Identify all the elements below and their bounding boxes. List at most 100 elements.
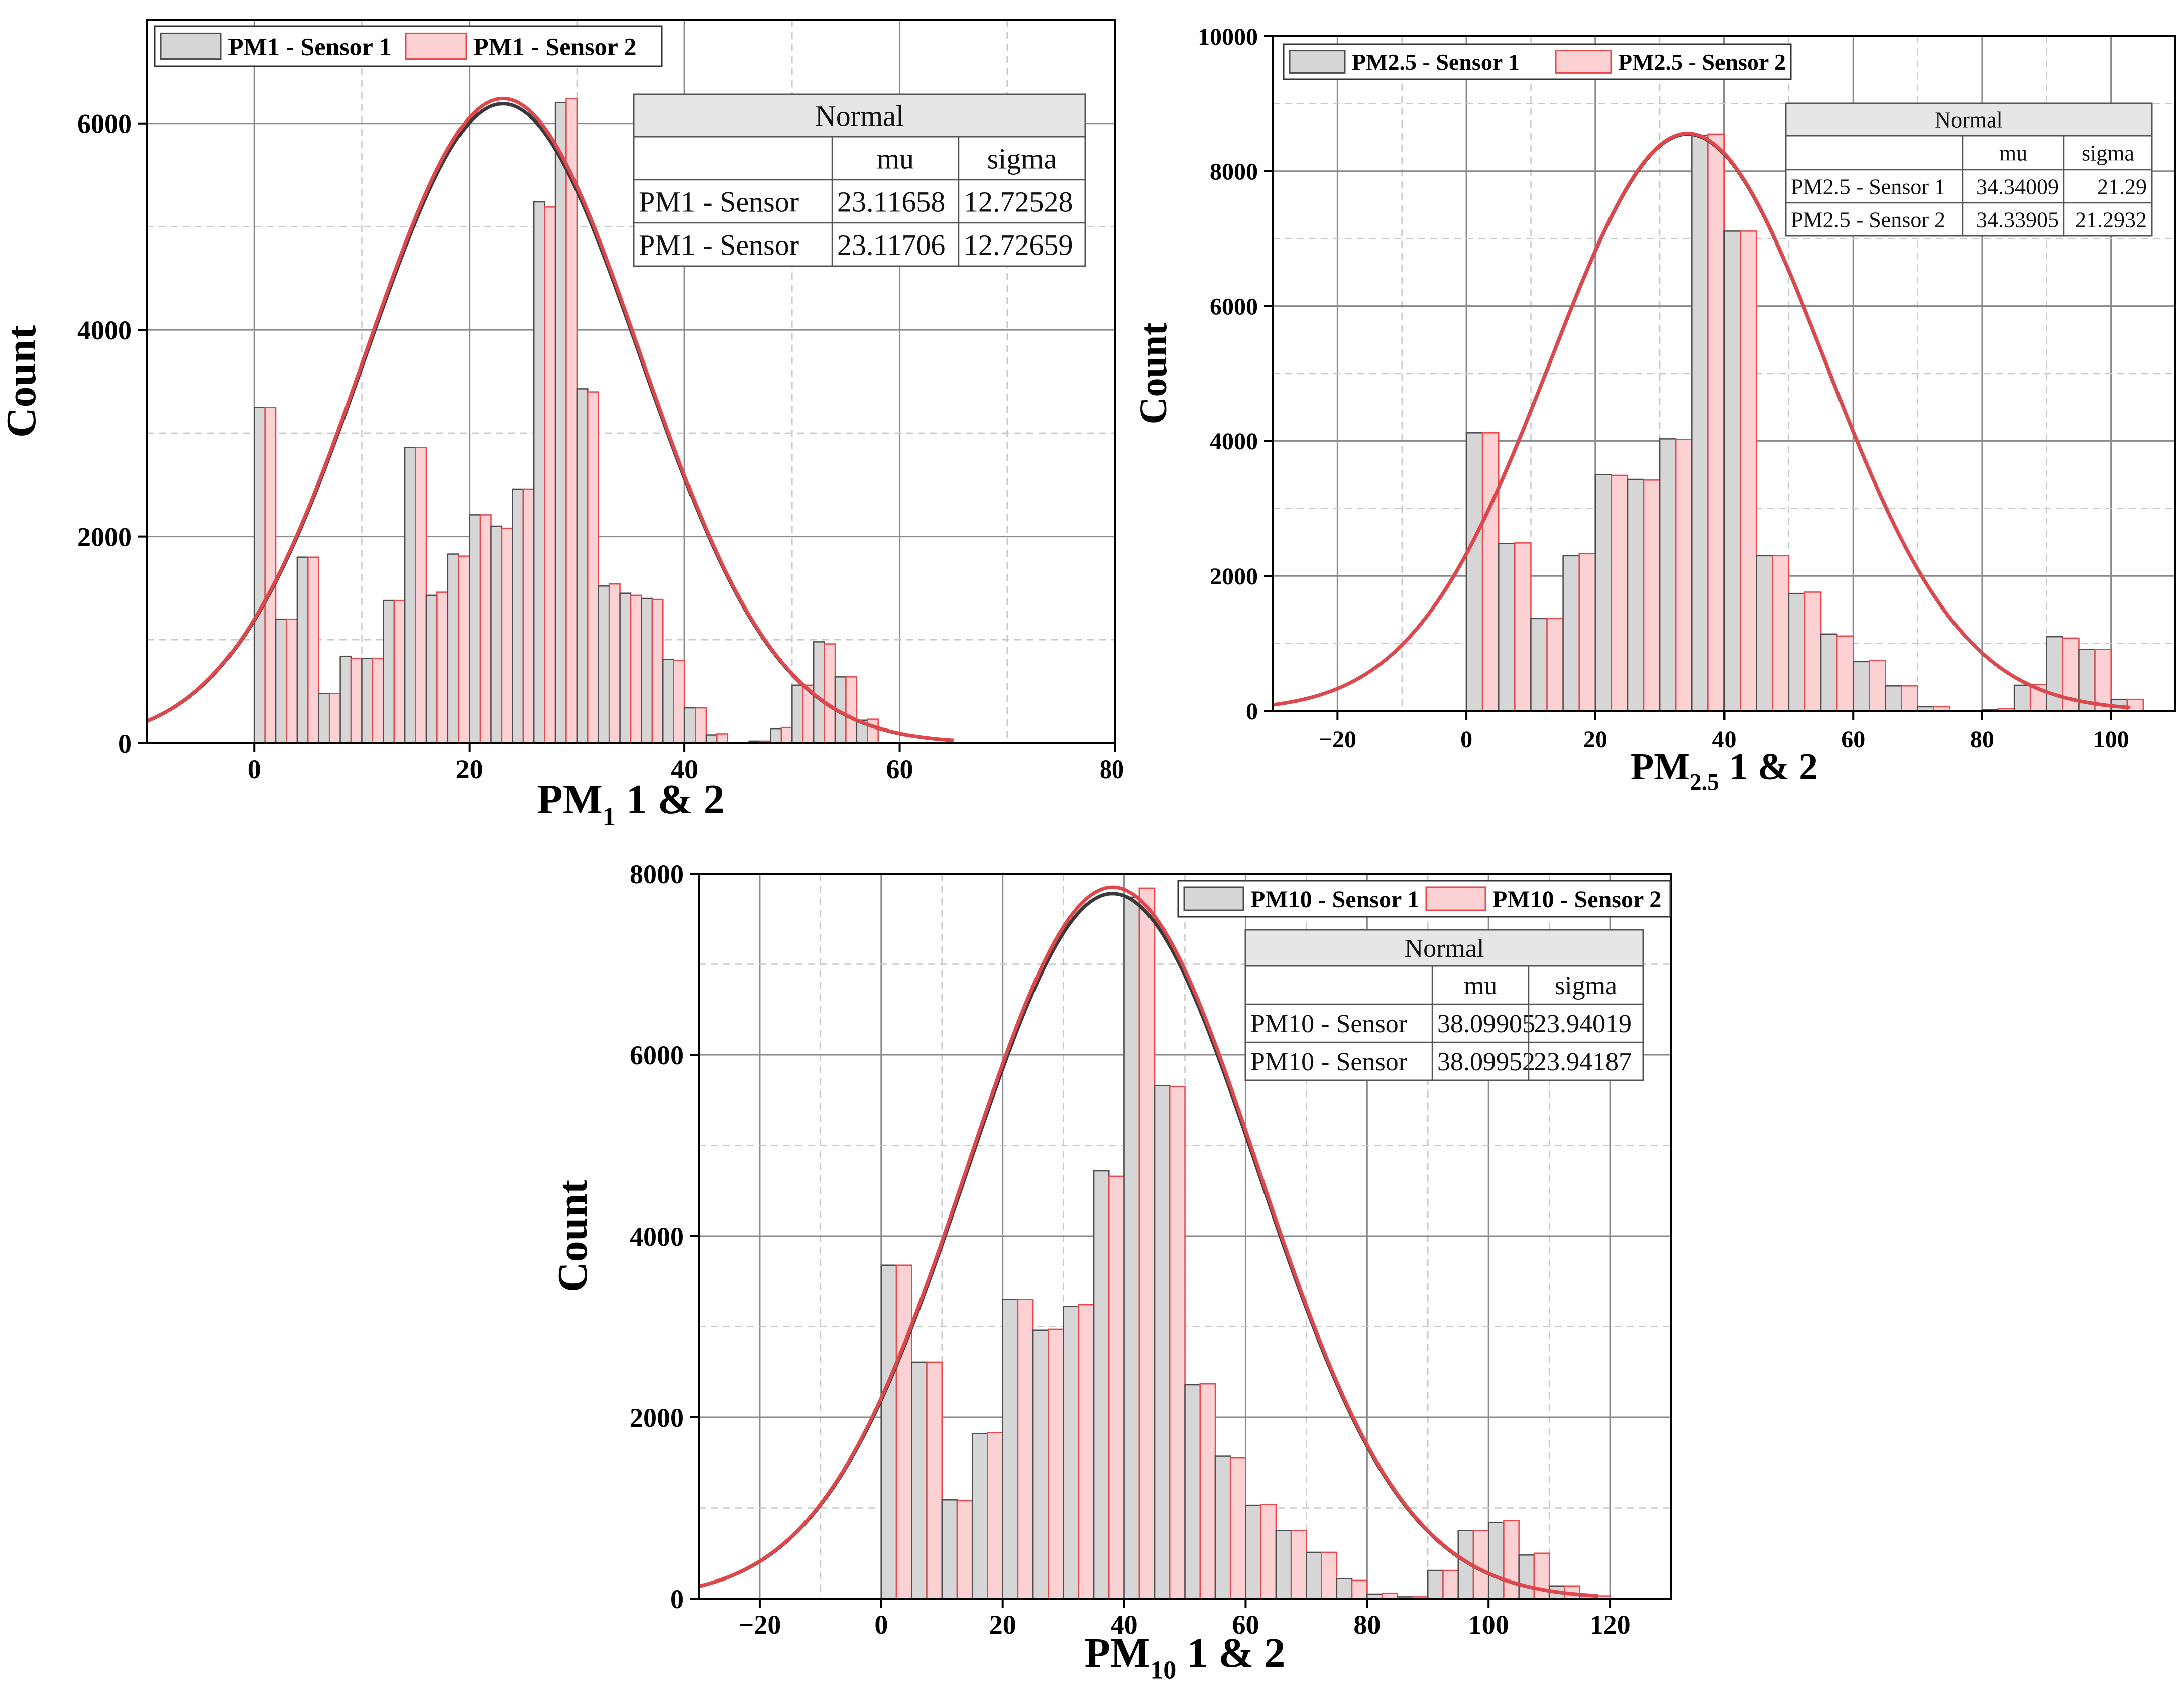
- table-title: Normal: [1935, 107, 2002, 132]
- bar-sensor2: [1740, 230, 1757, 712]
- y-tick-label: 6000: [1210, 293, 1258, 320]
- bar-sensor1: [1530, 618, 1548, 712]
- table-cell: 34.34009: [1976, 174, 2059, 199]
- table-cell: PM1 - Sensor: [639, 185, 799, 218]
- y-axis-title: Count: [1132, 323, 1175, 425]
- x-tick-label: 0: [1460, 726, 1472, 753]
- bar-sensor2: [307, 556, 320, 744]
- bar-sensor2: [415, 447, 427, 744]
- bar-sensor1: [1275, 1530, 1292, 1600]
- bar-sensor2: [350, 658, 363, 744]
- bar-sensor2: [1260, 1504, 1277, 1600]
- bar-sensor2: [845, 676, 858, 744]
- bar-sensor1: [1756, 555, 1774, 712]
- bar-sensor1: [383, 599, 395, 744]
- bar-sensor1: [1562, 555, 1580, 712]
- bar-sensor1: [404, 447, 416, 744]
- bar-sensor2: [1804, 591, 1822, 712]
- legend-swatch-sensor1: [1289, 50, 1346, 74]
- bar-sensor1: [911, 1361, 928, 1600]
- bar-sensor2: [522, 488, 535, 744]
- y-tick-label: 0: [670, 1584, 684, 1614]
- bar-sensor1: [1154, 1085, 1171, 1600]
- x-axis-title-subscript: 1: [603, 803, 616, 831]
- bar-sensor2: [1351, 1579, 1368, 1600]
- bar-sensor2: [630, 594, 642, 744]
- bar-sensor2: [1546, 618, 1564, 712]
- axes: −20 0 20 40 60 80 100 0 2000 4000 6000 8000 10000: [1198, 24, 2129, 753]
- bar-sensor1: [318, 693, 330, 744]
- bar-sensor1: [791, 684, 804, 744]
- y-tick-label: 4000: [77, 315, 132, 345]
- bar-sensor1: [361, 658, 374, 744]
- bar-sensor2: [867, 718, 879, 744]
- x-tick-label: 60: [1232, 1610, 1259, 1640]
- y-tick-label: 2000: [630, 1403, 684, 1433]
- bar-sensor2: [824, 643, 836, 744]
- x-tick-label: 60: [1841, 726, 1865, 753]
- table-column-header: mu: [1999, 141, 2027, 165]
- legend-label-sensor2: PM1 - Sensor 2: [473, 33, 636, 61]
- bar-sensor1: [1063, 1306, 1080, 1600]
- bar-sensor1: [1184, 1384, 1201, 1600]
- table-cell: PM10 - Sensor: [1250, 1010, 1407, 1038]
- x-tick-label: −20: [739, 1610, 781, 1640]
- bar-sensor2: [1503, 1520, 1520, 1600]
- table-column-header: sigma: [2082, 141, 2134, 165]
- y-axis-title: Count: [549, 1180, 596, 1292]
- bar-sensor1: [1093, 1170, 1110, 1600]
- bar-sensor1: [1487, 1522, 1505, 1600]
- legend-swatch-sensor1: [1183, 886, 1244, 911]
- bar-sensor2: [2094, 649, 2112, 712]
- bar-sensor2: [1675, 439, 1693, 712]
- bar-sensor1: [275, 618, 287, 744]
- bar-sensor2: [264, 407, 277, 744]
- table-cell: 38.09905: [1437, 1010, 1535, 1038]
- x-tick-label: 80: [1970, 726, 1994, 753]
- bar-sensor2: [1290, 1530, 1307, 1600]
- bar-sensor1: [447, 553, 459, 744]
- bar-sensor1: [469, 514, 481, 744]
- bar-sensor1: [683, 707, 696, 744]
- bar-sensor2: [1229, 1457, 1246, 1600]
- bar-sensor2: [1578, 553, 1596, 712]
- x-tick-label: 0: [248, 754, 261, 784]
- bar-sensor1: [1852, 661, 1870, 712]
- table-column-header: sigma: [987, 142, 1057, 175]
- legend: PM10 - Sensor 1 PM10 - Sensor 2: [1177, 880, 1671, 918]
- bar-sensor2: [1707, 133, 1725, 712]
- bar-sensor1: [705, 734, 718, 744]
- bar-sensor2: [1611, 474, 1629, 712]
- legend-label-sensor1: PM1 - Sensor 1: [228, 33, 391, 61]
- x-axis-title-subscript: 2.5: [1690, 769, 1719, 795]
- bar-sensor1: [512, 488, 524, 744]
- table-column-header: mu: [877, 142, 914, 175]
- bar-sensor2: [695, 707, 707, 744]
- bar-sensor2: [1901, 685, 1918, 712]
- bar-sensor1: [1594, 474, 1613, 712]
- bars: [1465, 133, 2144, 712]
- legend-box: [1177, 880, 1671, 918]
- bar-sensor2: [926, 1361, 943, 1600]
- bar-sensor1: [1123, 896, 1140, 1600]
- table-column-header: mu: [1464, 971, 1497, 1000]
- bar-sensor2: [1772, 555, 1790, 712]
- bar-sensor1: [576, 388, 589, 744]
- bars: [880, 887, 1611, 1600]
- bar-sensor2: [1514, 542, 1532, 712]
- bar-sensor1: [1691, 135, 1709, 712]
- y-tick-label: 10000: [1198, 24, 1258, 50]
- bar-sensor2: [1442, 1569, 1459, 1600]
- x-axis-title: PM10 1 & 2: [1085, 1630, 1286, 1685]
- bar-sensor1: [1498, 543, 1516, 712]
- bar-sensor1: [425, 594, 438, 744]
- table-cell: PM2.5 - Sensor 1: [1791, 174, 1945, 199]
- bar-sensor2: [1108, 1175, 1125, 1600]
- stats-table: Normal mu sigma PM2.5 - Sensor 1 34.34009 21.…: [1785, 102, 2153, 237]
- legend-swatch-sensor2: [405, 32, 467, 60]
- x-tick-label: 20: [456, 754, 483, 784]
- bar-sensor1: [1032, 1329, 1049, 1600]
- x-tick-label: 100: [2093, 726, 2129, 753]
- bar-sensor1: [1627, 478, 1645, 712]
